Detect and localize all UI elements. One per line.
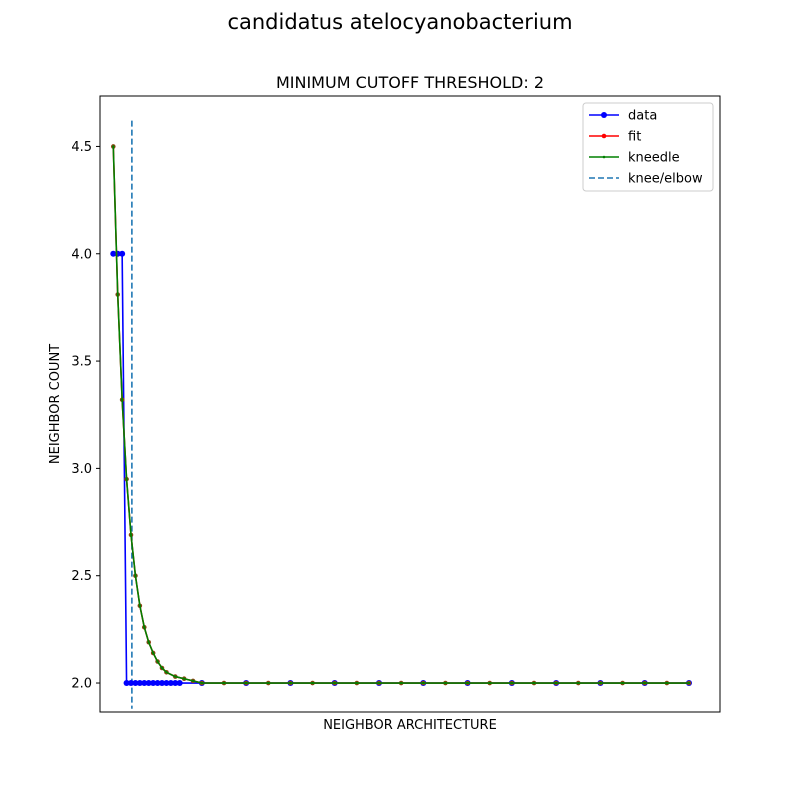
data-point xyxy=(128,680,134,687)
kneedle-point xyxy=(160,666,164,670)
kneedle-point xyxy=(621,681,624,685)
legend-label: data xyxy=(628,109,657,124)
chart-title: MINIMUM CUTOFF THRESHOLD: 2 xyxy=(276,73,544,92)
series-fit xyxy=(110,144,692,686)
y-tick-label: 3.5 xyxy=(71,355,92,370)
data-point xyxy=(154,680,161,687)
kneedle-point xyxy=(399,681,403,685)
plot-frame xyxy=(99,95,721,713)
data-point xyxy=(163,680,170,687)
kneedle-point xyxy=(422,681,425,685)
data-point xyxy=(159,680,165,687)
kneedle-point xyxy=(355,681,359,685)
y-tick-label: 2.0 xyxy=(71,677,92,692)
series-kneedle xyxy=(112,145,691,685)
legend-item: knee/elbow xyxy=(589,172,703,187)
legend-label: knee/elbow xyxy=(628,172,703,187)
x-axis-label: NEIGHBOR ARCHITECTURE xyxy=(323,718,497,733)
legend: data fit kneedle knee/elbow xyxy=(582,102,714,192)
kneedle-point xyxy=(143,626,146,629)
kneedle-point xyxy=(643,681,646,685)
kneedle-point xyxy=(377,681,381,685)
kneedle-point xyxy=(116,293,119,296)
data-line xyxy=(113,252,689,684)
kneedle-point xyxy=(577,681,580,685)
kneedle-point xyxy=(120,398,124,401)
data-point xyxy=(123,680,130,687)
figure-suptitle: candidatus atelocyanobacterium xyxy=(227,10,573,34)
data-point xyxy=(132,680,139,687)
data-point xyxy=(167,680,174,687)
kneedle-point xyxy=(599,681,602,685)
kneedle-point xyxy=(289,681,292,685)
legend-item: data xyxy=(589,109,657,124)
data-point xyxy=(150,680,157,687)
kneedle-point xyxy=(125,477,128,481)
kneedle-point xyxy=(222,681,226,685)
kneedle-point xyxy=(554,681,558,685)
data-point xyxy=(141,680,148,687)
kneedle-point xyxy=(200,681,204,685)
kneedle-point xyxy=(665,681,669,685)
kneedle-point xyxy=(488,681,491,685)
chart-marks xyxy=(110,120,692,709)
data-point xyxy=(136,680,143,687)
y-tick-label: 2.5 xyxy=(71,569,92,584)
y-tick-label: 4.5 xyxy=(71,140,92,155)
fit-line xyxy=(112,146,689,684)
kneedle-line xyxy=(112,146,689,684)
legend-item: fit xyxy=(589,130,641,145)
kneedle-point xyxy=(510,681,514,685)
kneedle-point xyxy=(129,533,133,537)
legend-label: kneedle xyxy=(628,151,680,166)
legend-marker xyxy=(602,155,606,159)
kneedle-point xyxy=(244,681,248,685)
kneedle-point xyxy=(138,604,142,607)
kneedle-point xyxy=(147,641,150,644)
kneedle-point xyxy=(112,145,115,148)
legend-label: fit xyxy=(628,130,641,145)
data-point xyxy=(176,680,183,687)
y-axis: 2.0 2.5 3.0 3.5 4.0 4.5 xyxy=(71,140,100,692)
kneedle-point xyxy=(466,681,469,685)
y-axis-label: NEIGHBOR COUNT xyxy=(48,344,63,464)
legend-box xyxy=(582,102,714,192)
kneedle-point xyxy=(165,671,168,674)
legend-marker xyxy=(601,133,607,139)
kneedle-point xyxy=(156,660,159,663)
data-point xyxy=(172,680,179,687)
data-point xyxy=(119,250,126,257)
kneedle-point xyxy=(134,574,137,577)
y-tick-label: 4.0 xyxy=(71,247,92,262)
data-point xyxy=(145,680,152,687)
y-tick-label: 3.0 xyxy=(71,462,92,477)
kneedle-point xyxy=(151,651,155,655)
kneedle-point xyxy=(333,681,336,685)
kneedle-point xyxy=(532,681,536,685)
kneedle-point xyxy=(267,681,270,685)
kneedle-point xyxy=(444,681,447,685)
data-point xyxy=(110,250,117,257)
kneedle-point xyxy=(182,677,186,680)
kneedle-point xyxy=(191,679,195,683)
legend-item: kneedle xyxy=(589,151,680,166)
kneedle-point xyxy=(174,675,177,678)
legend-marker xyxy=(601,112,607,118)
kneedle-point xyxy=(687,681,691,685)
series-data xyxy=(110,250,692,687)
kneedle-point xyxy=(311,681,314,685)
